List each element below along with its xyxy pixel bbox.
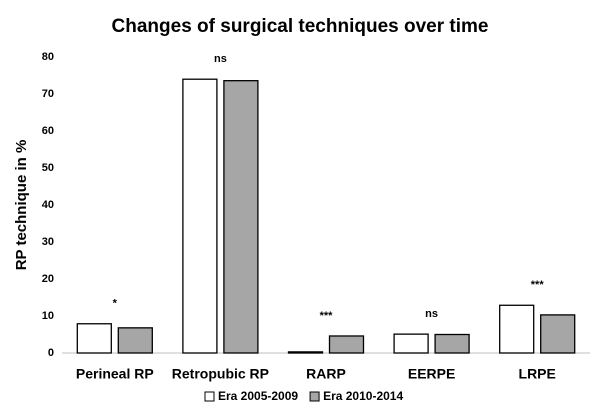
bar [117, 327, 153, 354]
x-tick-label: EERPE [408, 366, 455, 382]
x-tick-label: Retropubic RP [172, 366, 269, 382]
y-tick-label: 20 [42, 273, 54, 285]
significance-label: * [113, 298, 118, 310]
bar [393, 333, 429, 354]
bar [328, 335, 365, 354]
x-tick-label: LRPE [519, 366, 556, 382]
y-tick-label: 60 [42, 125, 54, 137]
significance-label: ns [214, 53, 227, 65]
legend-swatch [309, 391, 320, 402]
chart-title: Changes of surgical techniques over time [112, 16, 489, 37]
y-tick-label: 40 [42, 199, 54, 211]
x-tick-label: Perineal RP [76, 366, 154, 382]
legend-label: Era 2010-2014 [323, 389, 403, 403]
y-tick-label: 30 [42, 236, 54, 248]
bar [434, 333, 470, 354]
y-axis-label: RP technique in % [13, 140, 30, 271]
significance-label: *** [531, 279, 545, 291]
x-tick-label: RARP [306, 366, 346, 382]
y-tick-label: 80 [42, 51, 54, 63]
y-tick-label: 50 [42, 162, 54, 174]
bar [223, 80, 259, 354]
bar [287, 351, 324, 354]
significance-label: *** [320, 310, 334, 322]
legend-label: Era 2005-2009 [218, 389, 298, 403]
significance-label: ns [425, 308, 438, 320]
bar [540, 314, 576, 354]
bar [182, 78, 218, 354]
legend-swatch [204, 391, 215, 402]
bar [499, 304, 535, 354]
y-tick-label: 10 [42, 310, 54, 322]
bar [76, 323, 112, 354]
y-tick-label: 70 [42, 88, 54, 100]
y-tick-label: 0 [48, 347, 54, 359]
